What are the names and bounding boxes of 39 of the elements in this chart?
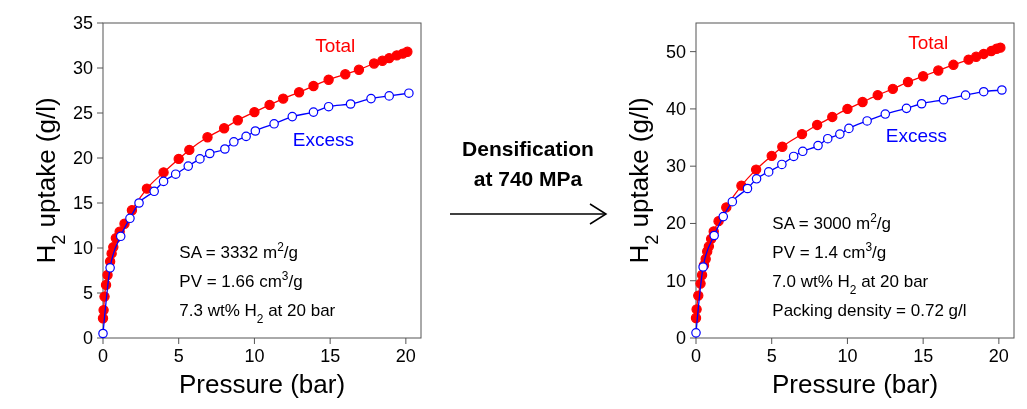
y-tick-label: 5: [82, 283, 93, 303]
series-label: Excess: [885, 125, 948, 147]
x-tick-label: 20: [988, 346, 1009, 366]
y-tick-label: 10: [72, 238, 93, 258]
x-tick-label: 5: [173, 346, 184, 366]
y-tick-label: 0: [82, 328, 93, 348]
y-tick-label: 35: [72, 13, 93, 33]
text: Densification: [462, 137, 594, 160]
x-tick-label: 15: [913, 346, 934, 366]
x-tick-label: 5: [766, 346, 777, 366]
series-label: Total: [315, 35, 356, 57]
series-label: Excess: [292, 129, 355, 151]
x-axis-title: Pressure (bar): [771, 369, 939, 399]
annotation: 7.3 wt% H$_{2}$ at 20 bar: [179, 301, 336, 326]
x-tick-label: 0: [97, 346, 109, 366]
annotation: PV = 1.66 cm$^{3}$/g: [179, 269, 303, 291]
y-tick-label: 0: [675, 328, 686, 348]
y-tick-label: 50: [665, 41, 686, 62]
annotation: SA = 3000 m$^{2}$/g: [772, 211, 891, 233]
x-tick-label: 10: [837, 346, 858, 366]
series-label: Total: [908, 31, 949, 53]
text: at 740 MPa: [473, 167, 583, 190]
x-tick-label: 20: [395, 346, 416, 366]
x-tick-label: 15: [320, 346, 341, 366]
annotation: SA = 3332 m$^{2}$/g: [179, 240, 298, 262]
x-tick-label: 10: [244, 346, 265, 366]
y-tick-label: 15: [72, 193, 93, 213]
annotation: Packing density = 0.72 g/l: [772, 301, 967, 320]
y-tick-label: 10: [665, 270, 686, 291]
y-tick-label: 20: [665, 213, 686, 234]
y-tick-label: 20: [72, 148, 93, 168]
y-tick-label: 25: [72, 103, 93, 123]
x-axis-title: Pressure (bar): [178, 369, 346, 399]
annotation: PV = 1.4 cm$^{3}$/g: [772, 240, 887, 262]
x-tick-label: 0: [690, 346, 702, 366]
y-tick-label: 30: [665, 156, 686, 177]
y-tick-label: 40: [665, 98, 686, 119]
y-tick-label: 30: [72, 58, 93, 78]
annotation: 7.0 wt% H$_{2}$ at 20 bar: [772, 272, 929, 297]
